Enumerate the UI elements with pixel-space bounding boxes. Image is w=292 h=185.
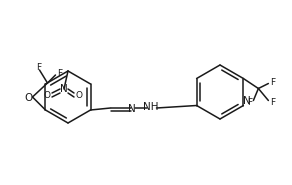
Text: F: F: [270, 78, 275, 87]
Text: O: O: [76, 90, 83, 100]
Text: N: N: [128, 104, 135, 114]
Text: N: N: [60, 84, 68, 94]
Text: F: F: [270, 98, 275, 107]
Text: F: F: [36, 63, 41, 71]
Text: O: O: [24, 93, 33, 103]
Text: N: N: [243, 95, 250, 105]
Text: F: F: [247, 98, 252, 107]
Text: NH: NH: [143, 102, 158, 112]
Text: O: O: [44, 90, 51, 100]
Text: F: F: [57, 68, 62, 78]
